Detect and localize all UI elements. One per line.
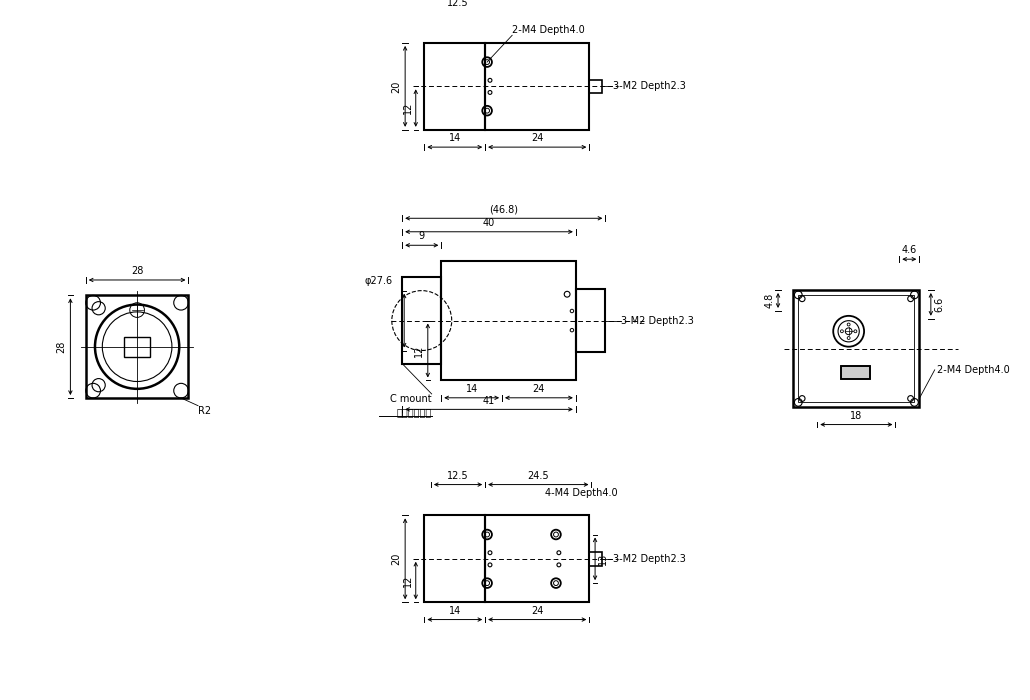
Text: φ27.6: φ27.6 [365, 276, 392, 286]
Bar [589, 552, 602, 566]
Text: 6.6: 6.6 [934, 297, 945, 312]
Text: 3-M2 Depth2.3: 3-M2 Depth2.3 [621, 316, 693, 326]
Text: 14: 14 [449, 606, 460, 616]
Bar [441, 260, 576, 380]
Bar [424, 515, 485, 602]
Text: 12: 12 [403, 574, 413, 587]
Text: 3-M2 Depth2.3: 3-M2 Depth2.3 [614, 81, 686, 92]
Bar [424, 43, 485, 130]
Text: 4.8: 4.8 [764, 293, 775, 308]
Text: 4.6: 4.6 [901, 245, 917, 255]
Text: 3-M2 Depth2.3: 3-M2 Depth2.3 [614, 554, 686, 564]
Bar [403, 277, 441, 364]
Bar [85, 295, 188, 398]
Text: 13: 13 [598, 553, 608, 565]
Bar [125, 337, 150, 357]
Text: 14: 14 [449, 133, 460, 144]
Text: R2: R2 [198, 406, 211, 416]
Text: 対面同一形状: 対面同一形状 [397, 407, 432, 417]
Text: 12.5: 12.5 [447, 0, 469, 8]
Text: 2-M4 Depth4.0: 2-M4 Depth4.0 [936, 365, 1009, 374]
Bar [485, 515, 589, 602]
Text: 28: 28 [57, 340, 67, 353]
Text: 24.5: 24.5 [527, 470, 549, 481]
Text: 12.5: 12.5 [447, 470, 469, 481]
Text: (46.8): (46.8) [489, 204, 518, 214]
Text: 20: 20 [391, 552, 402, 565]
Text: 4-M4 Depth4.0: 4-M4 Depth4.0 [545, 488, 618, 498]
Text: 41: 41 [483, 395, 495, 405]
Text: 40: 40 [483, 218, 495, 228]
Bar [576, 289, 606, 351]
Text: 2-M4 Depth4.0: 2-M4 Depth4.0 [512, 25, 585, 35]
Text: 24: 24 [531, 133, 544, 144]
Text: 20: 20 [391, 80, 402, 92]
Text: 14: 14 [466, 384, 478, 394]
Bar [840, 366, 870, 379]
Text: 12: 12 [403, 102, 413, 114]
Text: 28: 28 [131, 266, 143, 276]
Text: 9: 9 [419, 232, 424, 242]
Bar [840, 366, 870, 379]
Text: 24: 24 [533, 384, 545, 394]
Text: C mount: C mount [390, 394, 432, 404]
Bar [589, 80, 602, 93]
Text: 18: 18 [850, 411, 862, 421]
Bar [798, 295, 915, 402]
Text: 12: 12 [414, 344, 424, 357]
Text: 24: 24 [531, 606, 544, 616]
Bar [793, 290, 920, 407]
Bar [485, 43, 589, 130]
